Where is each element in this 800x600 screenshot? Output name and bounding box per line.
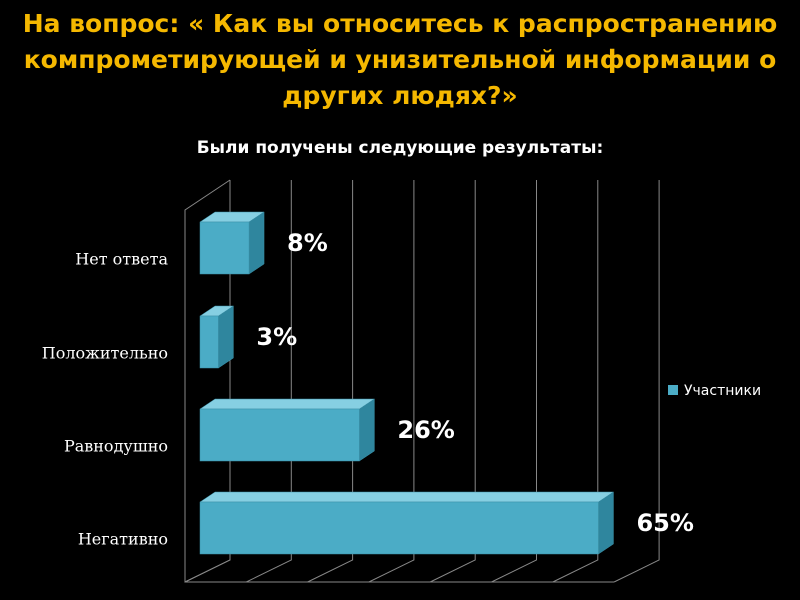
- grid-line: [368, 180, 415, 583]
- data-label: 3%: [256, 323, 297, 351]
- y-tick-label: Нет ответа: [75, 250, 168, 269]
- data-label: 8%: [287, 229, 328, 257]
- data-label: 26%: [397, 416, 454, 444]
- bar-top: [199, 398, 376, 410]
- legend-label: Участники: [684, 383, 761, 399]
- grid-line: [491, 180, 537, 583]
- legend-swatch: [668, 385, 678, 395]
- y-tick-label: Равнодушно: [64, 437, 168, 456]
- bar: [199, 315, 219, 369]
- grid-line: [246, 180, 292, 583]
- bar: [199, 408, 360, 462]
- bar-side: [248, 211, 265, 275]
- bar-group: [199, 305, 235, 369]
- chart-subtitle: Были получены следующие результаты:: [197, 138, 604, 158]
- bar-group: [199, 398, 376, 462]
- bar-side: [359, 398, 375, 462]
- grid-line: [552, 180, 599, 583]
- data-label: 65%: [636, 509, 693, 537]
- slide-title: На вопрос: « Как вы относитесь к распрос…: [22, 9, 778, 110]
- grid-line: [307, 180, 354, 583]
- grid-line: [429, 180, 476, 583]
- bar-top: [199, 491, 615, 503]
- bar: [199, 501, 599, 555]
- grid-line: [613, 180, 660, 583]
- y-tick-label: Негативно: [78, 530, 168, 549]
- bar-side: [218, 305, 234, 369]
- bar-group: [199, 211, 265, 275]
- bar-side: [598, 491, 614, 555]
- bar: [199, 221, 250, 275]
- y-tick-label: Положительно: [42, 344, 168, 363]
- bar-group: [199, 491, 615, 555]
